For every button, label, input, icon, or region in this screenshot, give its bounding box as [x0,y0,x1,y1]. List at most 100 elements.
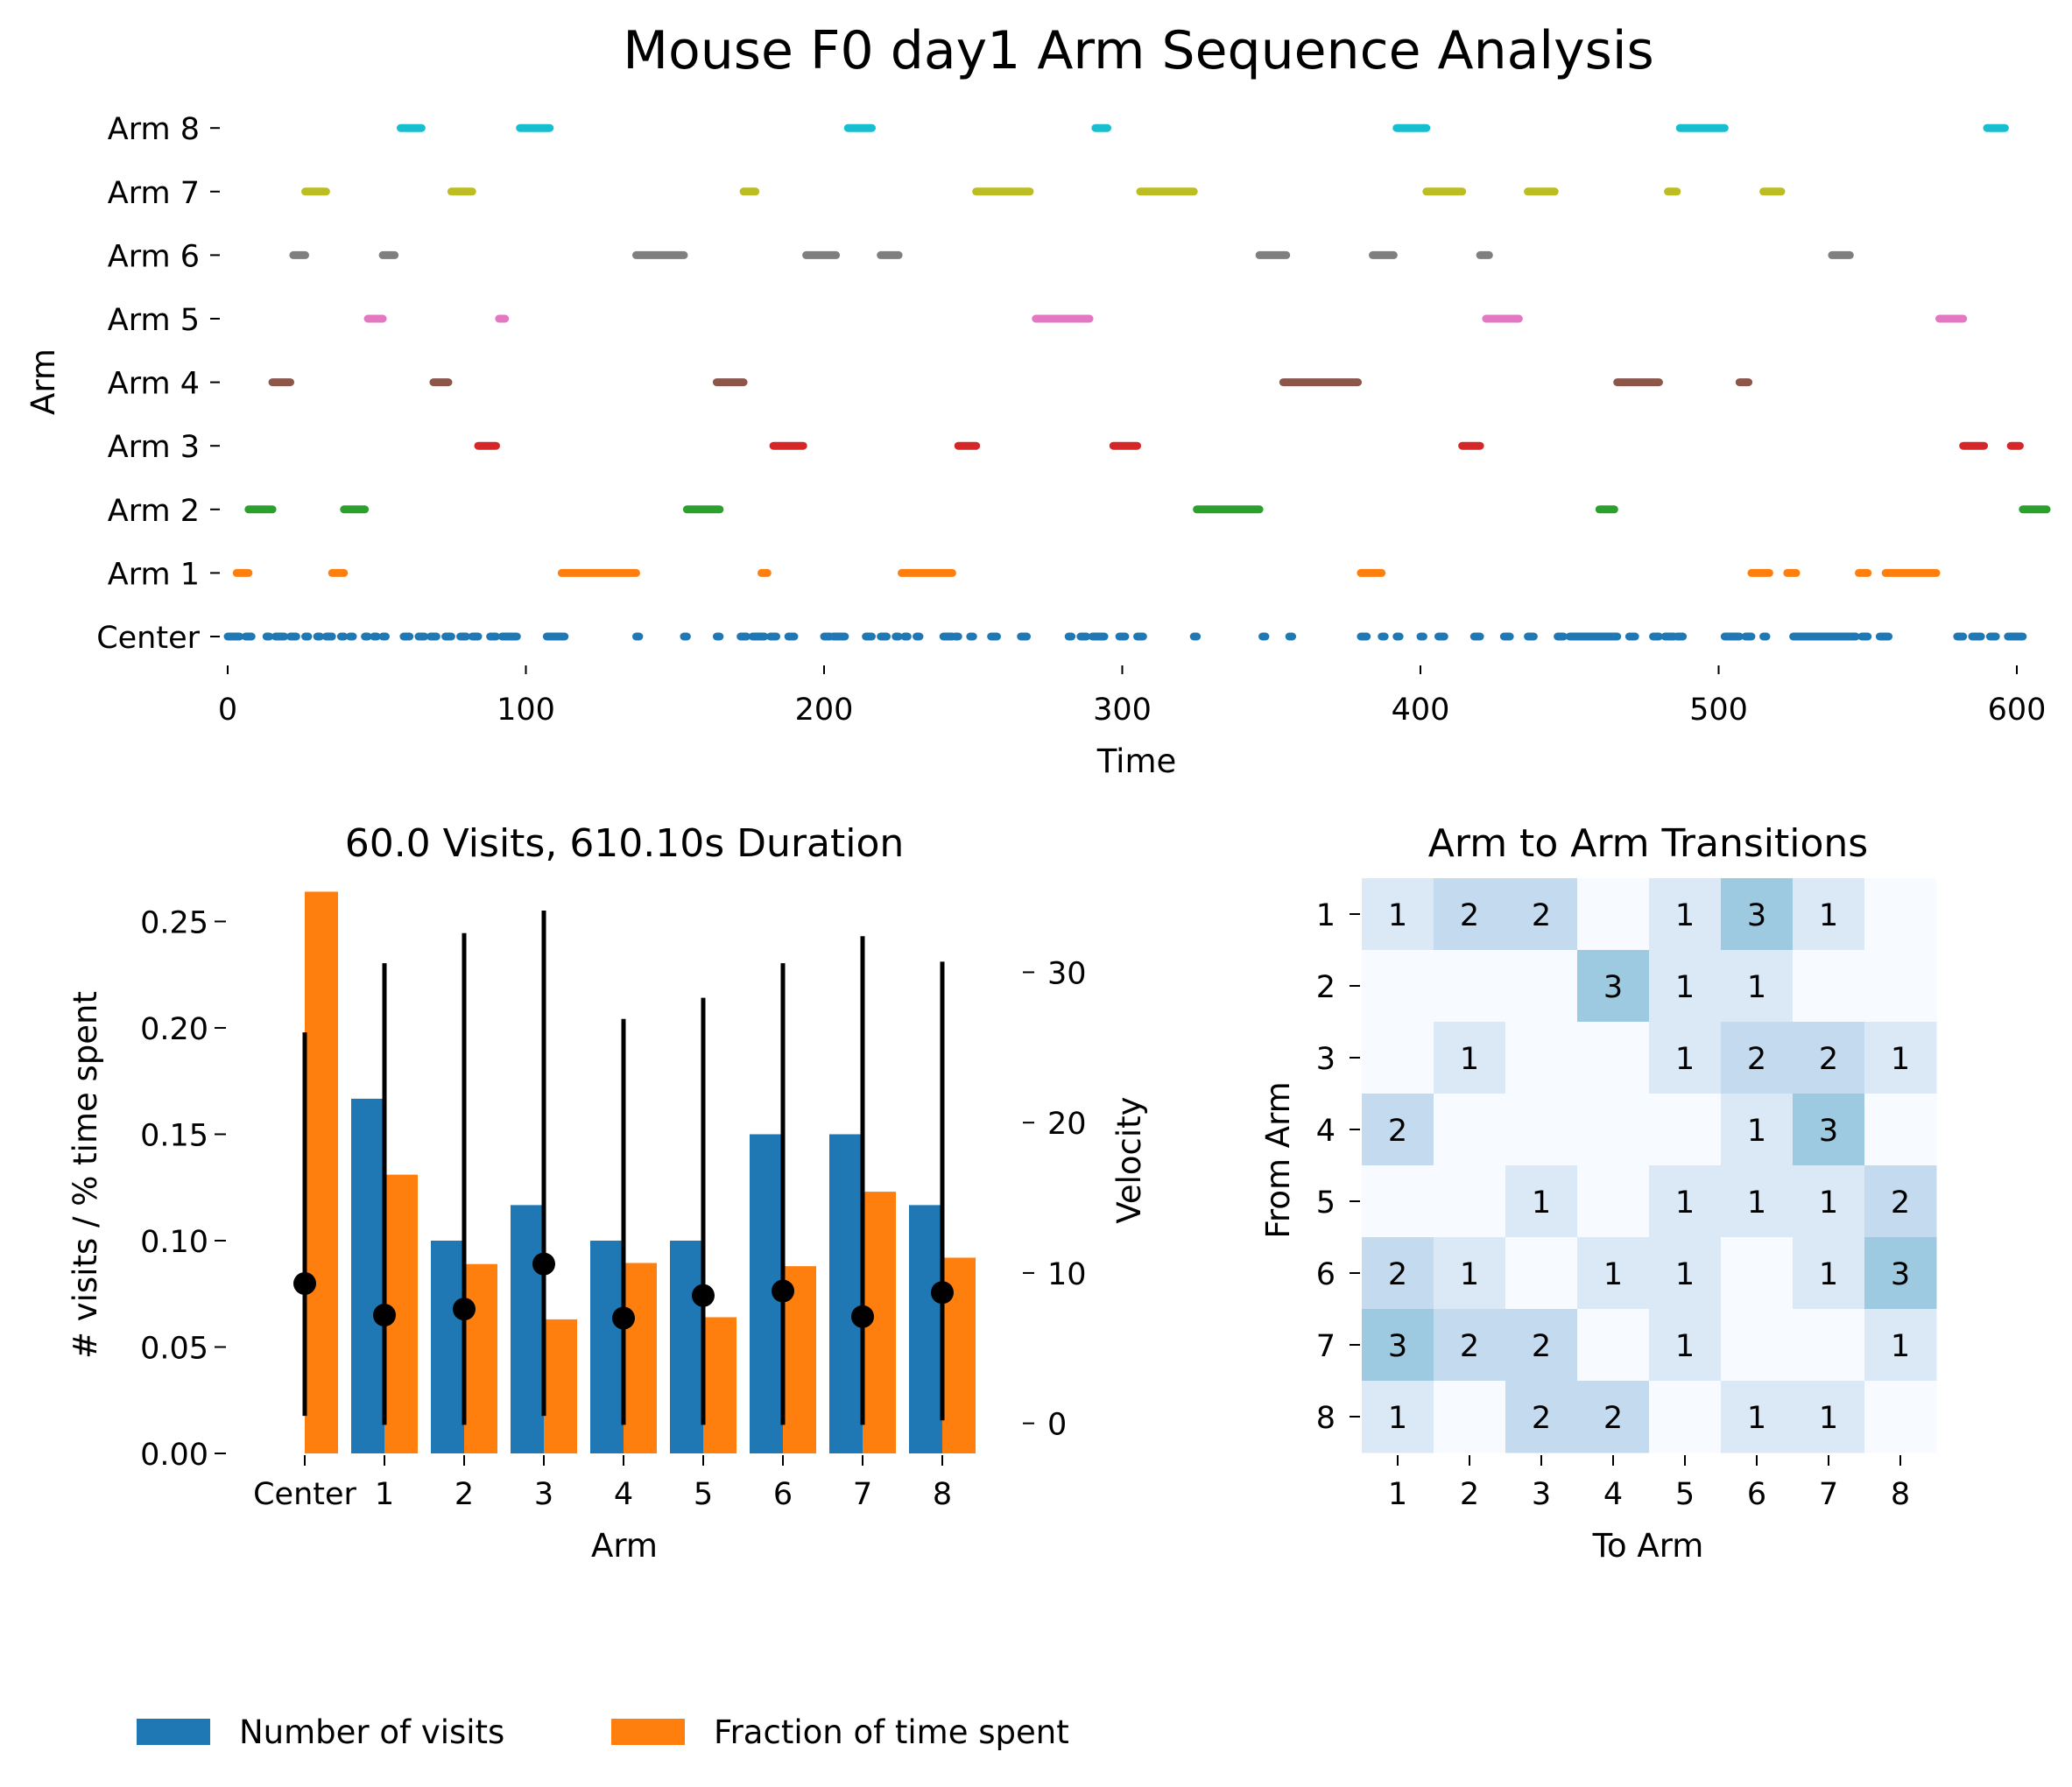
velocity-point-3 [532,1252,555,1276]
bar-visits-5 [670,1240,703,1453]
raster-x-tick-label-2: 200 [795,693,854,728]
raster-y-tick-label-2: Arm 2 [108,494,200,529]
raster-panel: 0 100 200 300 400 500 600 Center Arm 1 Arm 2 Arm … [25,112,2051,780]
heatmap-cell-7-1 [1362,1309,1434,1382]
velocity-point-7 [851,1305,874,1328]
heatmap-cell-2-2 [1434,950,1506,1023]
heatmap-cell-value-3-5: 1 [1675,1042,1695,1077]
heatmap-y-label: From Arm [1259,1081,1297,1238]
heatmap-cell-value-7-2: 2 [1460,1329,1479,1364]
raster-y-tick-label-8: Arm 8 [108,112,200,147]
heatmap-cell-1-4 [1577,878,1650,951]
heatmap-cell-6-6 [1721,1237,1794,1310]
bar-time-3 [544,1319,577,1453]
heatmap-cell-4-7 [1793,1094,1865,1166]
raster-x-tick-label-3: 300 [1093,693,1152,728]
heatmap-y-tick-label-5: 6 [1316,1257,1336,1292]
heatmap-cell-value-7-8: 1 [1891,1329,1910,1364]
heatmap-cell-4-1 [1362,1094,1434,1166]
heatmap-cell-value-8-4: 2 [1603,1401,1623,1436]
heatmap-cell-6-3 [1505,1237,1578,1310]
heatmap-x-tick-label-7: 8 [1891,1477,1910,1512]
raster-x-tick-label-4: 400 [1392,693,1450,728]
heatmap-cell-3-8 [1864,1022,1937,1094]
raster-marks [223,123,2051,641]
heatmap-cell-2-3 [1505,950,1578,1023]
heatmap-cell-4-5 [1649,1094,1722,1166]
velocity-y-tick-label-2: 20 [1047,1107,1087,1142]
velocity-point-5 [692,1284,715,1307]
bar-x-tick-label-3: 3 [534,1477,553,1512]
bar-x-tick-label-4: 4 [614,1477,633,1512]
heatmap-cell-3-1 [1362,1022,1434,1094]
heatmap-x-ticks: 1 2 3 4 5 6 7 8 [1388,1455,1910,1512]
heatmap-cell-1-8 [1864,878,1937,951]
bar-time-2 [464,1263,497,1453]
heatmap-cell-3-4 [1577,1022,1650,1094]
figure-title: Mouse F0 day1 Arm Sequence Analysis [623,20,1654,81]
raster-x-tick-label-5: 500 [1689,693,1748,728]
raster-y-tick-label-4: Arm 4 [108,367,200,402]
heatmap-cell-value-5-8: 2 [1891,1185,1910,1221]
velocity-y-label: Velocity [1110,1096,1148,1223]
heatmap-cell-7-4 [1577,1309,1650,1382]
bar-y-label: # visits / % time spent [67,991,104,1359]
bar-visits-8 [909,1205,942,1453]
raster-y-tick-label-5: Arm 5 [108,303,200,338]
heatmap-cell-value-8-1: 1 [1388,1401,1407,1436]
raster-y-tick-label-6: Arm 6 [108,239,200,274]
bar-y-tick-label-5: 0.25 [140,905,208,940]
heatmap-cell-8-6 [1721,1381,1794,1453]
legend-swatch-visits [137,1719,210,1745]
heatmap-cell-value-6-8: 3 [1891,1257,1910,1292]
heatmap-cell-1-2 [1434,878,1506,951]
heatmap-cell-6-5 [1649,1237,1722,1310]
heatmap-cell-value-3-2: 1 [1460,1042,1479,1077]
heatmap-cell-value-1-6: 3 [1747,898,1766,933]
heatmap-cell-value-8-7: 1 [1819,1401,1838,1436]
raster-x-ticks: 0 100 200 300 400 500 600 [218,665,2047,728]
heatmap-cell-value-7-1: 3 [1388,1329,1407,1364]
heatmap-cell-3-2 [1434,1022,1506,1094]
legend: Number of visits Fraction of time spent [137,1713,1069,1751]
bar-y-ticks: 0.00 0.05 0.10 0.15 0.20 0.25 [140,905,226,1473]
velocity-point-1 [373,1304,396,1327]
heatmap-cell-6-8 [1864,1237,1937,1310]
heatmap-cell-1-3 [1505,878,1578,951]
heatmap-cell-value-8-3: 2 [1532,1401,1551,1436]
heatmap-cell-5-6 [1721,1165,1794,1238]
velocity-point-0 [293,1271,316,1295]
legend-label-time: Fraction of time spent [714,1713,1069,1751]
heatmap-cell-1-5 [1649,878,1722,951]
heatmap-cell-value-4-7: 3 [1819,1114,1838,1149]
heatmap-cell-value-7-3: 2 [1532,1329,1551,1364]
heatmap-cell-value-1-2: 2 [1460,898,1479,933]
heatmap-cell-value-5-7: 1 [1819,1185,1838,1221]
heatmap-cell-value-1-1: 1 [1388,898,1407,933]
heatmap-x-tick-label-0: 1 [1388,1477,1407,1512]
heatmap-cell-value-4-6: 1 [1747,1114,1766,1149]
bar-y-tick-label-0: 0.00 [140,1438,208,1473]
bar-x-tick-label-1: 1 [375,1477,394,1512]
heatmap-cell-value-3-6: 2 [1747,1042,1766,1077]
heatmap-cell-4-3 [1505,1094,1578,1166]
bar-chart-title: 60.0 Visits, 610.10s Duration [345,821,905,866]
heatmap-cell-value-2-4: 3 [1603,970,1623,1005]
heatmap-cell-value-6-7: 1 [1819,1257,1838,1292]
heatmap-x-tick-label-3: 4 [1603,1477,1623,1512]
velocity-point-8 [931,1281,954,1305]
heatmap-cell-4-4 [1577,1094,1650,1166]
velocity-y-ticks: 0 10 20 30 [1023,956,1087,1443]
velocity-markers [293,911,954,1425]
heatmap-cell-5-4 [1577,1165,1650,1238]
raster-x-tick-label-6: 600 [1988,693,2047,728]
bar-marks [305,891,976,1453]
heatmap-cell-5-5 [1649,1165,1722,1238]
heatmap-y-tick-label-6: 7 [1316,1329,1336,1364]
raster-x-tick-label-0: 0 [218,693,237,728]
heatmap-cell-1-6 [1721,878,1794,951]
bar-y-tick-label-3: 0.15 [140,1118,208,1153]
heatmap-cell-8-4 [1577,1381,1650,1453]
heatmap-cell-7-8 [1864,1309,1937,1382]
heatmap-cell-7-7 [1793,1309,1865,1382]
